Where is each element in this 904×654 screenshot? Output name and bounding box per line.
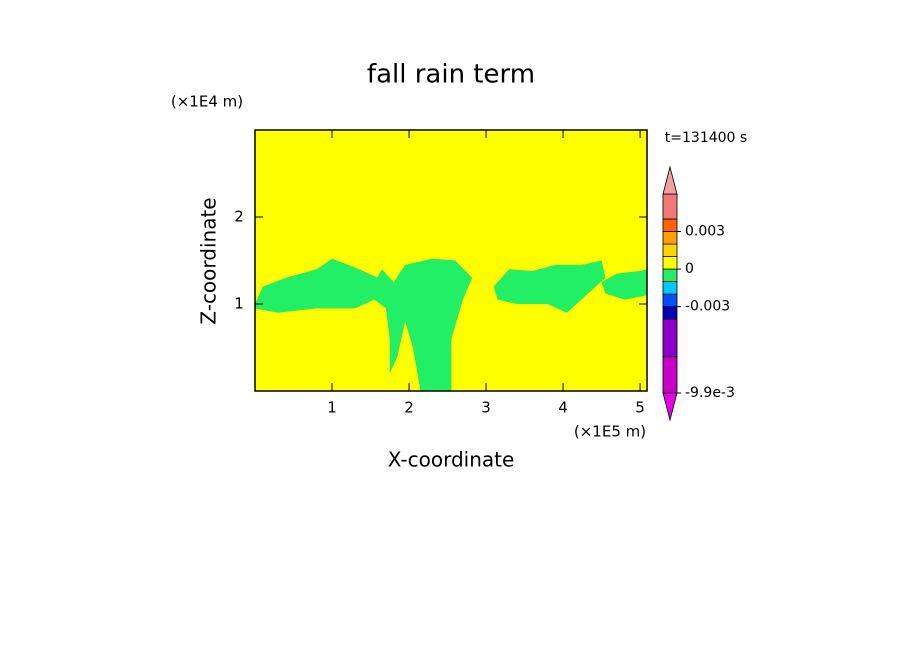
colorbar-segment — [662, 293, 678, 308]
x-tick-label: 2 — [404, 399, 414, 417]
chart-title: fall rain term — [367, 60, 535, 90]
contour-region — [255, 258, 379, 313]
colorbar-segment — [662, 231, 678, 245]
x-tick-label: 3 — [481, 399, 491, 417]
colorbar-segment — [662, 306, 678, 320]
colorbar-segment — [662, 193, 678, 220]
x-tick-label: 5 — [635, 399, 645, 417]
time-label: t=131400 s — [665, 130, 747, 146]
colorbar-tick-label: 0.003 — [685, 224, 725, 240]
colorbar-segment — [662, 256, 678, 270]
plot-area — [255, 130, 647, 391]
x-axis-label: X-coordinate — [388, 448, 515, 472]
x-tick-label: 4 — [558, 399, 568, 417]
colorbar-tick-label: -0.003 — [685, 299, 730, 315]
contour-region — [374, 258, 473, 391]
y-tick-label: 1 — [234, 295, 244, 313]
y-unit: (×1E4 m) — [171, 93, 243, 111]
colorbar-segment — [662, 281, 678, 295]
colorbar-segment — [662, 268, 678, 283]
colorbar-segment — [662, 218, 678, 232]
colorbar-segment — [662, 356, 678, 394]
contour-region — [493, 260, 606, 313]
colorbar-segment — [662, 318, 678, 358]
x-unit: (×1E5 m) — [574, 423, 646, 441]
colorbar-tick-label: 0 — [685, 261, 694, 277]
colorbar-over — [662, 165, 678, 195]
plot-frame — [254, 129, 648, 392]
x-tick-label: 1 — [327, 399, 337, 417]
y-axis-label: Z-coordinate — [197, 197, 221, 324]
contour-region — [601, 269, 647, 300]
y-tick-label: 2 — [234, 208, 244, 226]
colorbar-tick-label: -9.9e-3 — [685, 385, 735, 401]
colorbar-segment — [662, 243, 678, 257]
